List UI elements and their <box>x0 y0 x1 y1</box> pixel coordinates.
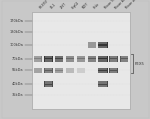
Text: Mouse kidney: Mouse kidney <box>114 0 131 10</box>
Bar <box>66 56 74 58</box>
Bar <box>56 59 63 62</box>
Text: Mouse liver: Mouse liver <box>103 0 117 10</box>
Bar <box>77 59 85 62</box>
Bar <box>34 56 42 62</box>
Bar <box>55 67 63 73</box>
Bar <box>56 56 63 58</box>
Bar <box>45 56 52 58</box>
Text: 130kDa: 130kDa <box>9 30 23 34</box>
Bar <box>88 42 96 48</box>
Bar <box>110 56 118 62</box>
Text: 35kDa: 35kDa <box>12 93 23 97</box>
Bar <box>98 85 107 87</box>
Text: SH-SY5Y: SH-SY5Y <box>38 0 50 10</box>
Text: CS-2: CS-2 <box>49 3 57 10</box>
Bar <box>110 56 117 58</box>
Bar <box>45 67 52 70</box>
Bar <box>98 81 108 87</box>
Text: 100kDa: 100kDa <box>9 43 23 47</box>
Text: 293T: 293T <box>60 2 68 10</box>
Bar <box>44 67 52 73</box>
Text: 70kDa: 70kDa <box>12 57 23 61</box>
Text: HepG2: HepG2 <box>71 1 80 10</box>
Bar <box>45 59 52 62</box>
Bar <box>98 59 107 62</box>
Bar <box>45 85 52 87</box>
Text: 40kDa: 40kDa <box>12 82 23 86</box>
Bar <box>98 81 107 84</box>
Bar <box>88 56 96 62</box>
Bar <box>98 56 107 58</box>
Bar <box>88 56 96 58</box>
Bar <box>110 59 117 62</box>
Bar <box>98 46 107 48</box>
Bar <box>66 67 74 73</box>
Bar <box>44 81 52 87</box>
Bar <box>66 59 74 62</box>
Bar <box>110 67 118 73</box>
Bar <box>121 56 128 58</box>
Bar <box>120 56 128 62</box>
Text: PEX5: PEX5 <box>135 62 144 66</box>
Bar <box>32 12 130 109</box>
Bar <box>55 56 63 62</box>
Bar <box>45 81 52 84</box>
Bar <box>66 56 74 62</box>
Bar <box>56 67 63 70</box>
Text: MCF7: MCF7 <box>82 2 90 10</box>
Bar <box>34 67 42 73</box>
Bar <box>56 71 63 73</box>
Bar <box>34 59 41 62</box>
Bar <box>45 71 52 73</box>
Bar <box>77 56 85 62</box>
Bar <box>98 67 108 73</box>
Bar <box>34 56 41 58</box>
Text: HeLa: HeLa <box>93 2 100 10</box>
Text: 170kDa: 170kDa <box>9 19 23 23</box>
Bar <box>121 59 128 62</box>
Bar <box>98 42 108 48</box>
Bar <box>110 67 117 70</box>
Bar <box>110 71 117 73</box>
Bar <box>98 42 107 45</box>
Text: Mouse uterus: Mouse uterus <box>125 0 141 10</box>
Text: 55kDa: 55kDa <box>12 68 23 72</box>
Bar <box>98 56 108 62</box>
Bar <box>98 67 107 70</box>
Bar <box>88 59 96 62</box>
Bar <box>77 56 85 58</box>
Bar <box>77 67 85 73</box>
Bar <box>44 56 52 62</box>
Bar <box>98 71 107 73</box>
